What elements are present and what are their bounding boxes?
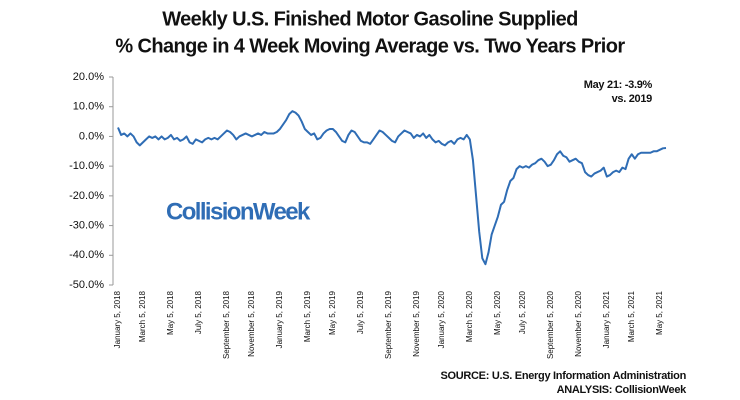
x-tick-label: March 5, 2020 [465,290,474,342]
x-tick-label: May 5, 2018 [166,290,175,335]
y-tick-label: -50.0% [69,279,104,291]
annotation: vs. 2019 [612,93,653,105]
x-tick-label: November 5, 2019 [412,290,421,356]
x-tick-label: July 5, 2019 [356,290,365,334]
y-tick-label: 0.0% [79,130,104,142]
watermark: CollisionWeek [166,198,311,225]
x-tick-label: September 5, 2020 [546,290,555,359]
x-tick-label: January 5, 2020 [437,290,446,348]
x-tick-label: May 5, 2021 [655,290,664,335]
y-tick-label: -40.0% [69,249,104,261]
y-tick-label: -20.0% [69,190,104,202]
x-tick-label: July 5, 2020 [518,290,527,334]
x-tick-label: July 5, 2018 [194,290,203,334]
x-tick-label: September 5, 2018 [222,290,231,359]
y-tick-label: -10.0% [69,160,104,172]
chart-title: Weekly U.S. Finished Motor Gasoline Supp… [162,8,578,30]
y-tick-label: -30.0% [69,219,104,231]
source-note: SOURCE: U.S. Energy Information Administ… [440,370,686,382]
x-tick-label: January 5, 2021 [602,290,611,348]
x-tick-label: March 5, 2019 [303,290,312,342]
x-tick-label: May 5, 2020 [493,290,502,335]
x-tick-label: January 5, 2018 [113,290,122,348]
x-tick-label: September 5, 2019 [384,290,393,359]
y-tick-label: 20.0% [73,71,104,83]
annotation: May 21: -3.9% [584,79,653,91]
x-tick-label: March 5, 2021 [627,290,636,342]
x-tick-label: November 5, 2020 [574,290,583,356]
x-tick-label: November 5, 2018 [247,290,256,356]
x-tick-label: March 5, 2018 [138,290,147,342]
chart-subtitle: % Change in 4 Week Moving Average vs. Tw… [115,35,625,57]
data-line [117,110,667,266]
y-tick-label: 10.0% [73,101,104,113]
x-tick-label: May 5, 2019 [328,290,337,335]
source-note: ANALYSIS: CollisionWeek [557,384,688,396]
x-tick-label: January 5, 2019 [275,290,284,348]
